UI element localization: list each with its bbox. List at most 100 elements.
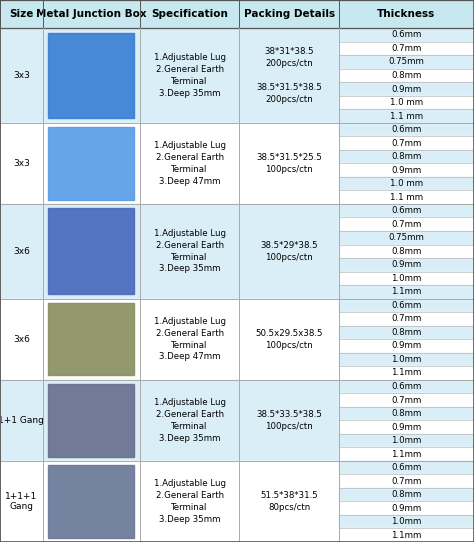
- Text: 1.0mm: 1.0mm: [391, 436, 422, 445]
- Text: 38.5*31.5*25.5
100pcs/ctn: 38.5*31.5*25.5 100pcs/ctn: [256, 153, 322, 174]
- Bar: [0, 28, 339, 123]
- Bar: [48, 127, 134, 199]
- Bar: [0, 461, 339, 542]
- Bar: [339, 42, 474, 55]
- Text: 38.5*33.5*38.5
100pcs/ctn: 38.5*33.5*38.5 100pcs/ctn: [256, 410, 322, 431]
- Text: 0.7mm: 0.7mm: [391, 139, 422, 147]
- Bar: [339, 137, 474, 150]
- Bar: [48, 208, 134, 294]
- Bar: [339, 285, 474, 299]
- Text: 1.0 mm: 1.0 mm: [390, 179, 423, 188]
- Bar: [339, 123, 474, 137]
- Bar: [0, 123, 339, 204]
- Text: 3x6: 3x6: [13, 247, 30, 256]
- Text: 0.8mm: 0.8mm: [391, 328, 422, 337]
- Bar: [339, 109, 474, 123]
- Text: 0.75mm: 0.75mm: [389, 233, 424, 242]
- Text: 0.7mm: 0.7mm: [391, 314, 422, 324]
- Text: 0.75mm: 0.75mm: [389, 57, 424, 67]
- Bar: [339, 461, 474, 474]
- Text: 3x3: 3x3: [13, 71, 30, 80]
- Text: 1.1 mm: 1.1 mm: [390, 193, 423, 202]
- Text: 1+1+1
Gang: 1+1+1 Gang: [5, 492, 37, 511]
- Text: 1.Adjustable Lug
2.General Earth
Terminal
3.Deep 35mm: 1.Adjustable Lug 2.General Earth Termina…: [154, 53, 226, 98]
- Bar: [339, 244, 474, 258]
- Text: Size: Size: [9, 9, 34, 19]
- Bar: [0, 299, 339, 380]
- Text: 0.6mm: 0.6mm: [391, 301, 422, 310]
- Text: 0.9mm: 0.9mm: [392, 85, 421, 94]
- Bar: [43, 204, 140, 299]
- Bar: [339, 380, 474, 393]
- Text: 0.8mm: 0.8mm: [391, 247, 422, 256]
- Text: 0.9mm: 0.9mm: [392, 166, 421, 175]
- Bar: [43, 28, 140, 123]
- Bar: [339, 312, 474, 326]
- Bar: [0, 380, 339, 461]
- Bar: [339, 96, 474, 109]
- Bar: [339, 299, 474, 312]
- Bar: [48, 384, 134, 456]
- Text: 0.6mm: 0.6mm: [391, 463, 422, 472]
- Text: 0.9mm: 0.9mm: [392, 504, 421, 513]
- Bar: [48, 303, 134, 376]
- Text: 1.Adjustable Lug
2.General Earth
Terminal
3.Deep 35mm: 1.Adjustable Lug 2.General Earth Termina…: [154, 229, 226, 274]
- Text: 0.7mm: 0.7mm: [391, 44, 422, 53]
- Bar: [339, 434, 474, 447]
- Bar: [43, 123, 140, 204]
- Text: 0.8mm: 0.8mm: [391, 71, 422, 80]
- Text: 1+1 Gang: 1+1 Gang: [0, 416, 44, 425]
- Bar: [339, 217, 474, 231]
- Bar: [339, 204, 474, 217]
- Text: 0.9mm: 0.9mm: [392, 341, 421, 351]
- Bar: [339, 258, 474, 272]
- Bar: [339, 393, 474, 407]
- Text: 1.Adjustable Lug
2.General Earth
Terminal
3.Deep 47mm: 1.Adjustable Lug 2.General Earth Termina…: [154, 317, 226, 362]
- Bar: [339, 366, 474, 380]
- Text: 1.Adjustable Lug
2.General Earth
Terminal
3.Deep 35mm: 1.Adjustable Lug 2.General Earth Termina…: [154, 398, 226, 442]
- Bar: [339, 190, 474, 204]
- Bar: [339, 339, 474, 353]
- Text: Packing Details: Packing Details: [244, 9, 335, 19]
- Text: 0.6mm: 0.6mm: [391, 30, 422, 40]
- Bar: [339, 474, 474, 488]
- Text: 3x3: 3x3: [13, 159, 30, 168]
- Text: 1.0mm: 1.0mm: [391, 355, 422, 364]
- Text: 1.0mm: 1.0mm: [391, 517, 422, 526]
- Bar: [43, 299, 140, 380]
- Bar: [48, 465, 134, 538]
- Bar: [339, 177, 474, 190]
- Text: 0.6mm: 0.6mm: [391, 382, 422, 391]
- Text: 1.1mm: 1.1mm: [391, 369, 422, 377]
- Text: 0.8mm: 0.8mm: [391, 152, 422, 161]
- Bar: [339, 28, 474, 42]
- Bar: [339, 528, 474, 542]
- Text: 0.7mm: 0.7mm: [391, 476, 422, 486]
- Bar: [43, 461, 140, 542]
- Text: 0.6mm: 0.6mm: [391, 206, 422, 215]
- Text: 0.8mm: 0.8mm: [391, 490, 422, 499]
- Text: 1.Adjustable Lug
2.General Earth
Terminal
3.Deep 35mm: 1.Adjustable Lug 2.General Earth Termina…: [154, 479, 226, 524]
- Bar: [339, 55, 474, 69]
- Bar: [339, 515, 474, 528]
- Bar: [339, 82, 474, 96]
- Text: 0.9mm: 0.9mm: [392, 423, 421, 431]
- Text: Metal Junction Box: Metal Junction Box: [36, 9, 146, 19]
- Bar: [339, 272, 474, 285]
- Text: 0.6mm: 0.6mm: [391, 125, 422, 134]
- Bar: [339, 501, 474, 515]
- Text: 38.5*29*38.5
100pcs/ctn: 38.5*29*38.5 100pcs/ctn: [260, 241, 318, 262]
- Text: 0.9mm: 0.9mm: [392, 260, 421, 269]
- Text: 38*31*38.5
200pcs/ctn

38.5*31.5*38.5
200pcs/ctn: 38*31*38.5 200pcs/ctn 38.5*31.5*38.5 200…: [256, 47, 322, 104]
- Bar: [339, 326, 474, 339]
- Bar: [339, 407, 474, 420]
- Text: Specification: Specification: [151, 9, 228, 19]
- Text: 1.Adjustable Lug
2.General Earth
Terminal
3.Deep 47mm: 1.Adjustable Lug 2.General Earth Termina…: [154, 141, 226, 185]
- Text: 0.7mm: 0.7mm: [391, 220, 422, 229]
- Bar: [0, 204, 339, 299]
- Text: 1.1mm: 1.1mm: [391, 450, 422, 459]
- Text: 1.1mm: 1.1mm: [391, 531, 422, 540]
- Bar: [339, 420, 474, 434]
- Bar: [0, 0, 474, 28]
- Text: 1.1mm: 1.1mm: [391, 287, 422, 296]
